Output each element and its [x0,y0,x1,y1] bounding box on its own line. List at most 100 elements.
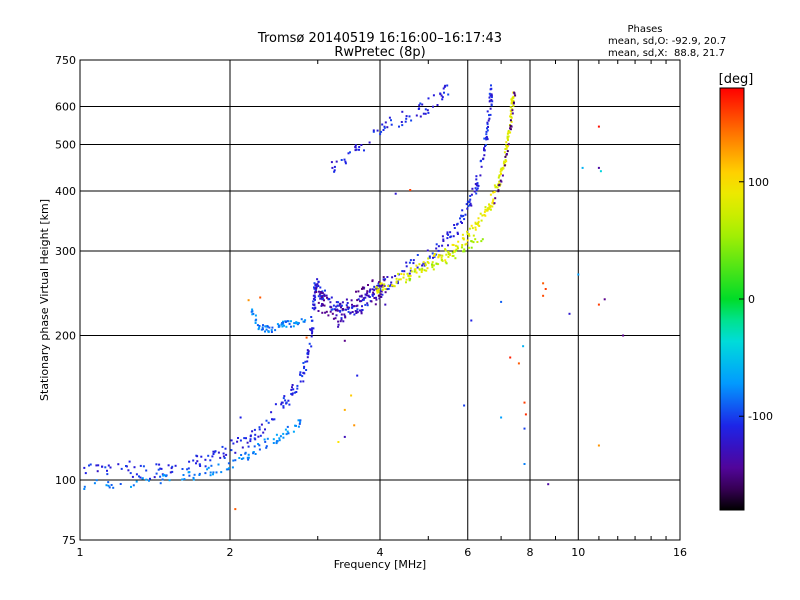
data-point [441,259,444,262]
data-point [282,405,285,408]
data-point [408,279,411,282]
data-point [340,313,343,316]
data-point [445,262,448,265]
data-point [467,205,470,208]
data-point [427,111,430,114]
y-axis-label: Stationary phase Virtual Height [km] [38,199,51,401]
data-point [451,251,454,254]
data-point [272,438,275,441]
data-point [291,384,294,386]
data-point [470,319,473,322]
data-point [482,157,485,160]
grid-lines [80,60,680,540]
data-point [371,288,374,291]
data-point [321,294,324,297]
data-point [455,249,458,252]
data-point [316,285,318,288]
data-point [425,269,428,272]
x-axis-label: Frequency [MHz] [334,558,426,571]
data-point [317,310,320,312]
data-point [455,248,458,251]
data-point [192,476,195,479]
data-point [240,458,243,460]
data-point [487,119,490,122]
data-point [494,197,497,200]
data-point [544,288,547,290]
data-point [346,306,349,309]
data-point [255,318,258,321]
data-point [293,391,296,394]
data-point [241,446,244,449]
data-point [409,267,412,270]
data-point [210,464,213,467]
data-point [249,435,252,438]
data-point [408,272,411,275]
y-tick-label: 75 [62,534,76,547]
data-point [300,318,303,321]
data-point [327,314,330,317]
data-point [358,295,361,298]
data-point [291,386,293,389]
data-point [487,126,489,128]
data-point [95,464,98,467]
data-point [497,190,500,193]
data-point [96,470,99,473]
data-point [432,254,435,257]
data-point [330,161,333,164]
data-point [471,187,474,190]
data-point [139,464,142,467]
data-point [479,212,482,215]
data-point [447,233,450,236]
data-point [390,123,393,126]
data-point [192,478,195,481]
data-point [386,126,389,129]
data-point [282,320,284,323]
data-point [431,263,434,266]
data-point [340,317,343,320]
data-point [158,463,161,466]
data-point [388,285,391,288]
data-point [307,350,310,353]
y-axis-ticks: 75 100 200 300 400 500 600 750 [55,54,76,547]
data-point [374,303,377,306]
data-point [459,217,461,220]
data-point [378,297,381,300]
data-point [486,127,488,130]
data-point [287,432,290,435]
data-point [129,472,132,475]
data-point [394,192,397,195]
data-point [454,244,457,247]
data-point [500,167,503,170]
data-point [196,455,199,458]
data-point [432,256,434,259]
data-point [198,474,201,476]
data-point [507,143,510,146]
data-point [350,394,353,397]
data-point [266,325,269,328]
data-point [505,141,508,144]
data-point [422,262,425,265]
data-point [444,84,447,87]
data-point [465,242,468,245]
data-point [497,189,500,192]
data-point [339,320,342,323]
data-point [491,200,494,203]
data-point [112,486,115,489]
data-point [238,457,241,459]
data-point [498,180,501,183]
data-point [459,220,462,223]
data-point [141,477,144,480]
data-point [341,309,344,312]
data-point [188,460,191,463]
data-point [336,304,339,307]
data-point [448,254,451,256]
data-point [441,235,444,238]
data-point [323,304,326,307]
y-tick-label: 750 [55,54,76,67]
data-point [380,282,383,285]
data-point [443,85,446,88]
data-point [302,371,305,374]
data-point [258,325,261,327]
data-point [234,459,237,462]
data-point [275,442,278,445]
